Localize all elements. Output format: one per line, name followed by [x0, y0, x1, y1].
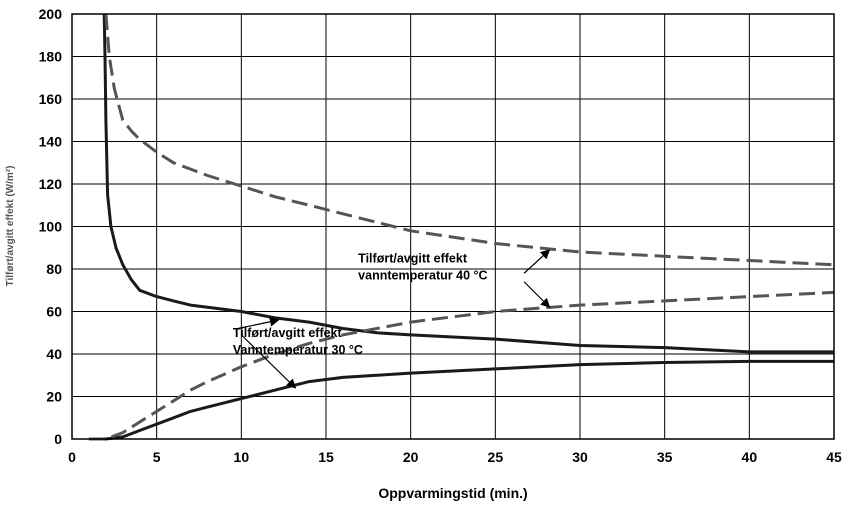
y-tick-label: 100	[39, 219, 63, 235]
series-line-4	[88, 290, 835, 441]
plot-frame	[71, 13, 835, 440]
x-tick-label: 20	[403, 449, 419, 465]
x-tick-label: 0	[68, 449, 76, 465]
annotation-2-arrow-2	[240, 334, 297, 389]
x-tick-label: 40	[742, 449, 758, 465]
annotation-2-line-2: Vanntemperatur 30 °C	[233, 343, 363, 357]
x-tick-label: 35	[657, 449, 673, 465]
y-axis-label: Tilført/avgitt effekt (W/m²)	[5, 166, 16, 287]
x-tick-label: 25	[488, 449, 504, 465]
annotation-2-arrow-1	[237, 317, 280, 330]
series-line-3	[88, 359, 834, 441]
series-line-1	[102, 13, 834, 354]
annotation-1-arrow-1	[523, 249, 551, 274]
y-tick-label: 160	[39, 91, 63, 107]
series-line-2	[104, 13, 835, 267]
annotations: Tilført/avgitt effekt vanntemperatur 40 °…	[233, 249, 551, 389]
x-tick-label: 45	[826, 449, 842, 465]
y-tick-label: 200	[39, 6, 63, 22]
y-tick-label: 120	[39, 176, 63, 192]
annotation-1-line-1: Tilført/avgitt effekt	[358, 252, 468, 266]
y-tick-label: 20	[46, 389, 62, 405]
x-tick-label: 30	[572, 449, 588, 465]
y-tick-label: 140	[39, 134, 63, 150]
annotation-1-line-2: vanntemperatur 40 °C	[358, 269, 487, 283]
x-tick-label: 5	[153, 449, 161, 465]
y-tick-label: 40	[46, 346, 62, 362]
x-tick-label: 15	[318, 449, 334, 465]
annotation-1-arrow-2	[523, 281, 551, 308]
y-tick-label: 180	[39, 49, 63, 65]
y-tick-label: 80	[46, 261, 62, 277]
x-axis-label: Oppvarmingstid (min.)	[378, 485, 527, 501]
x-tick-labels: 0 5 10 15 20 25 30 35 40 45	[68, 449, 842, 465]
y-tick-label: 60	[46, 304, 62, 320]
annotation-2-line-1: Tilført/avgitt effekt	[233, 326, 343, 340]
y-tick-label: 0	[54, 431, 62, 447]
x-tick-label: 10	[234, 449, 250, 465]
y-tick-labels: 0 20 40 60 80 100 120 140 160 180 200	[39, 6, 63, 447]
series-layer	[88, 13, 835, 441]
